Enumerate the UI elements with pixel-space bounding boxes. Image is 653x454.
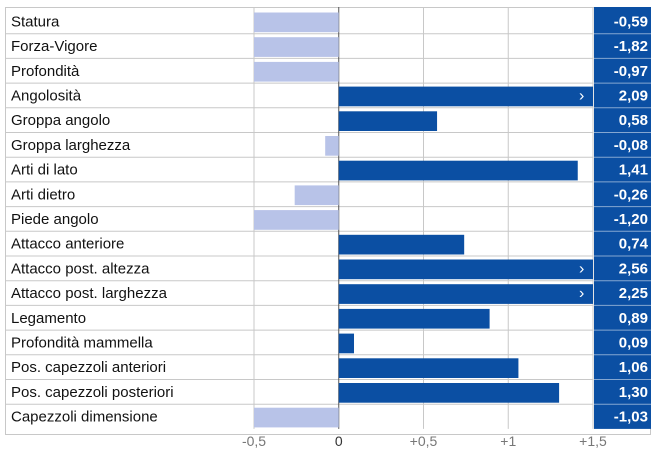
value-label: 0,58 — [619, 112, 648, 129]
value-label: 1,41 — [619, 162, 648, 179]
bar — [338, 383, 560, 403]
overflow-marker: › — [579, 87, 584, 104]
category-label: Forza-Vigore — [11, 38, 97, 55]
bar — [325, 136, 339, 156]
value-label: 2,25 — [619, 285, 648, 302]
category-label: Capezzoli dimensione — [11, 409, 158, 426]
category-label: Attacco post. altezza — [11, 260, 150, 277]
category-label: Attacco anteriore — [11, 236, 124, 253]
category-label: Arti dietro — [11, 186, 75, 203]
x-tick-label: -0,5 — [242, 433, 266, 449]
value-label: 1,06 — [619, 359, 648, 376]
x-tick-label: 0 — [335, 433, 343, 449]
bar — [254, 12, 339, 33]
value-label: -1,03 — [614, 409, 648, 426]
bar — [338, 358, 519, 378]
category-label: Legamento — [11, 310, 86, 327]
bar — [338, 284, 593, 304]
overflow-marker: › — [579, 260, 584, 277]
bar — [254, 210, 339, 230]
value-label: 0,74 — [619, 236, 649, 253]
category-label: Pos. capezzoli posteriori — [11, 384, 174, 401]
bar — [338, 111, 438, 131]
bar — [254, 37, 339, 57]
bar — [254, 407, 339, 428]
x-tick-label: +0,5 — [410, 433, 438, 449]
category-label: Attacco post. larghezza — [11, 285, 168, 302]
bar — [254, 61, 339, 82]
bar — [338, 308, 490, 329]
value-label: 1,30 — [619, 384, 648, 401]
category-label: Profondità mammella — [11, 334, 153, 351]
value-label: -0,97 — [614, 63, 648, 80]
value-label: -0,08 — [614, 137, 648, 154]
value-label: -0,26 — [614, 186, 648, 203]
bar — [338, 160, 578, 181]
value-column — [594, 7, 651, 429]
bar — [338, 333, 355, 354]
category-label: Statura — [11, 13, 60, 30]
bar — [338, 234, 465, 255]
value-label: -1,20 — [614, 211, 648, 228]
value-label: 2,56 — [619, 260, 648, 277]
category-label: Pos. capezzoli anteriori — [11, 359, 166, 376]
value-label: -0,59 — [614, 13, 648, 30]
bar — [294, 185, 339, 206]
value-label: 0,89 — [619, 310, 648, 327]
bar — [338, 259, 593, 280]
x-tick-label: +1,5 — [579, 433, 607, 449]
value-label: 2,09 — [619, 87, 648, 104]
category-label: Arti di lato — [11, 162, 78, 179]
value-label: 0,09 — [619, 334, 648, 351]
category-label: Groppa angolo — [11, 112, 110, 129]
category-label: Profondità — [11, 63, 80, 80]
x-tick-label: +1 — [500, 433, 516, 449]
category-label: Angolosità — [11, 87, 82, 104]
value-label: -1,82 — [614, 38, 648, 55]
category-label: Groppa larghezza — [11, 137, 131, 154]
overflow-marker: › — [579, 285, 584, 302]
category-label: Piede angolo — [11, 211, 99, 228]
bar — [338, 86, 593, 107]
